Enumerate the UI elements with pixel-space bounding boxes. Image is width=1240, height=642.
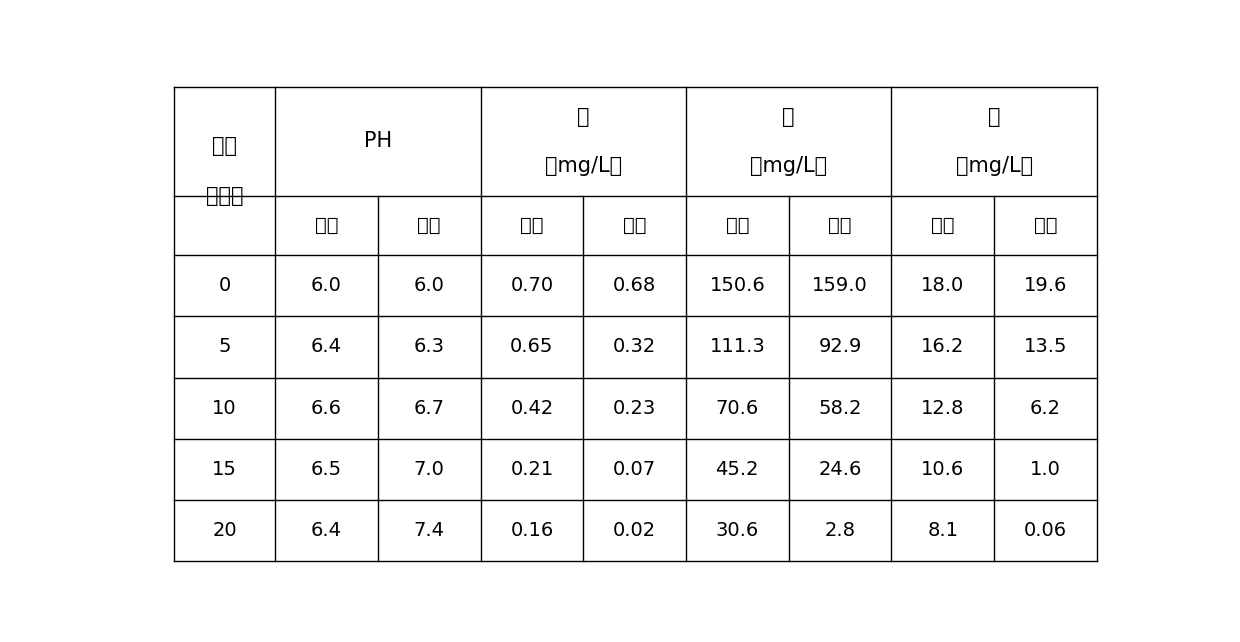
Text: 20: 20 [212,521,237,541]
Text: 45.2: 45.2 [715,460,759,479]
Text: 10: 10 [212,399,237,418]
Text: 时间

（天）: 时间 （天） [206,136,243,206]
Text: 0.06: 0.06 [1024,521,1066,541]
Text: 18.0: 18.0 [921,276,965,295]
Text: 0.16: 0.16 [511,521,553,541]
Text: 8.1: 8.1 [928,521,959,541]
Text: 6.0: 6.0 [414,276,445,295]
Text: 111.3: 111.3 [709,338,765,356]
Text: 1.0: 1.0 [1030,460,1061,479]
Text: 6.0: 6.0 [311,276,342,295]
Text: 6.5: 6.5 [311,460,342,479]
Text: 对照: 对照 [520,216,543,235]
Text: 92.9: 92.9 [818,338,862,356]
Text: 30.6: 30.6 [715,521,759,541]
Text: 6.3: 6.3 [414,338,445,356]
Text: 修复: 修复 [828,216,852,235]
Text: 58.2: 58.2 [818,399,862,418]
Text: 19.6: 19.6 [1024,276,1068,295]
Text: 0.65: 0.65 [510,338,553,356]
Text: 0.07: 0.07 [613,460,656,479]
Text: 镉

（mg/L）: 镉 （mg/L） [956,107,1033,176]
Text: 0: 0 [218,276,231,295]
Text: 修复: 修复 [622,216,646,235]
Text: 6.7: 6.7 [414,399,445,418]
Text: 15: 15 [212,460,237,479]
Text: 6.6: 6.6 [311,399,342,418]
Text: 6.4: 6.4 [311,521,342,541]
Text: 7.4: 7.4 [414,521,445,541]
Text: PH: PH [363,132,392,152]
Text: 159.0: 159.0 [812,276,868,295]
Text: 16.2: 16.2 [921,338,965,356]
Text: 150.6: 150.6 [709,276,765,295]
Text: 12.8: 12.8 [921,399,965,418]
Text: 0.21: 0.21 [511,460,553,479]
Text: 0.32: 0.32 [613,338,656,356]
Text: 10.6: 10.6 [921,460,965,479]
Text: 13.5: 13.5 [1024,338,1068,356]
Text: 0.23: 0.23 [613,399,656,418]
Text: 70.6: 70.6 [715,399,759,418]
Text: 0.70: 0.70 [511,276,553,295]
Text: 7.0: 7.0 [414,460,445,479]
Text: 0.42: 0.42 [511,399,553,418]
Text: 6.4: 6.4 [311,338,342,356]
Text: 修复: 修复 [1034,216,1058,235]
Text: 修复: 修复 [418,216,441,235]
Text: 6.2: 6.2 [1030,399,1061,418]
Text: 5: 5 [218,338,231,356]
Text: 锌

（mg/L）: 锌 （mg/L） [750,107,827,176]
Text: 对照: 对照 [725,216,749,235]
Text: 0.02: 0.02 [613,521,656,541]
Text: 2.8: 2.8 [825,521,856,541]
Text: 对照: 对照 [931,216,955,235]
Text: 0.68: 0.68 [613,276,656,295]
Text: 24.6: 24.6 [818,460,862,479]
Text: 对照: 对照 [315,216,339,235]
Text: 铅

（mg/L）: 铅 （mg/L） [544,107,621,176]
